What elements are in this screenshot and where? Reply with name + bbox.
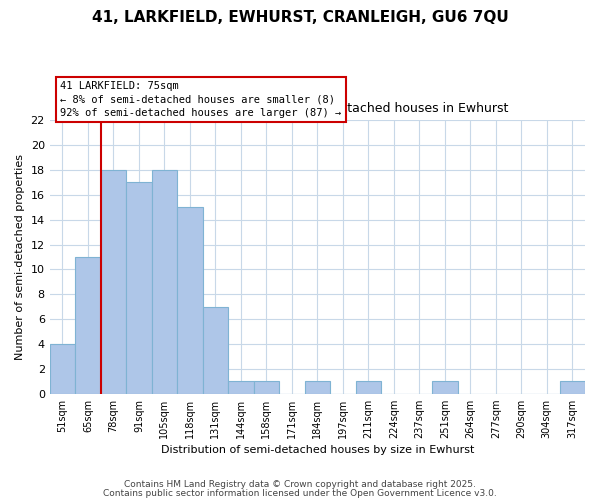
Bar [305,382,330,394]
Bar [254,382,279,394]
Bar [126,182,152,394]
Text: Contains HM Land Registry data © Crown copyright and database right 2025.: Contains HM Land Registry data © Crown c… [124,480,476,489]
Bar [560,382,585,394]
Text: Contains public sector information licensed under the Open Government Licence v3: Contains public sector information licen… [103,488,497,498]
Text: 41, LARKFIELD, EWHURST, CRANLEIGH, GU6 7QU: 41, LARKFIELD, EWHURST, CRANLEIGH, GU6 7… [92,10,508,25]
Bar [75,257,101,394]
Bar [50,344,75,394]
X-axis label: Distribution of semi-detached houses by size in Ewhurst: Distribution of semi-detached houses by … [161,445,474,455]
Bar [177,208,203,394]
Y-axis label: Number of semi-detached properties: Number of semi-detached properties [15,154,25,360]
Bar [203,306,228,394]
Bar [228,382,254,394]
Title: Size of property relative to semi-detached houses in Ewhurst: Size of property relative to semi-detach… [126,102,509,115]
Bar [432,382,458,394]
Text: 41 LARKFIELD: 75sqm
← 8% of semi-detached houses are smaller (8)
92% of semi-det: 41 LARKFIELD: 75sqm ← 8% of semi-detache… [61,81,341,118]
Bar [152,170,177,394]
Bar [101,170,126,394]
Bar [356,382,381,394]
